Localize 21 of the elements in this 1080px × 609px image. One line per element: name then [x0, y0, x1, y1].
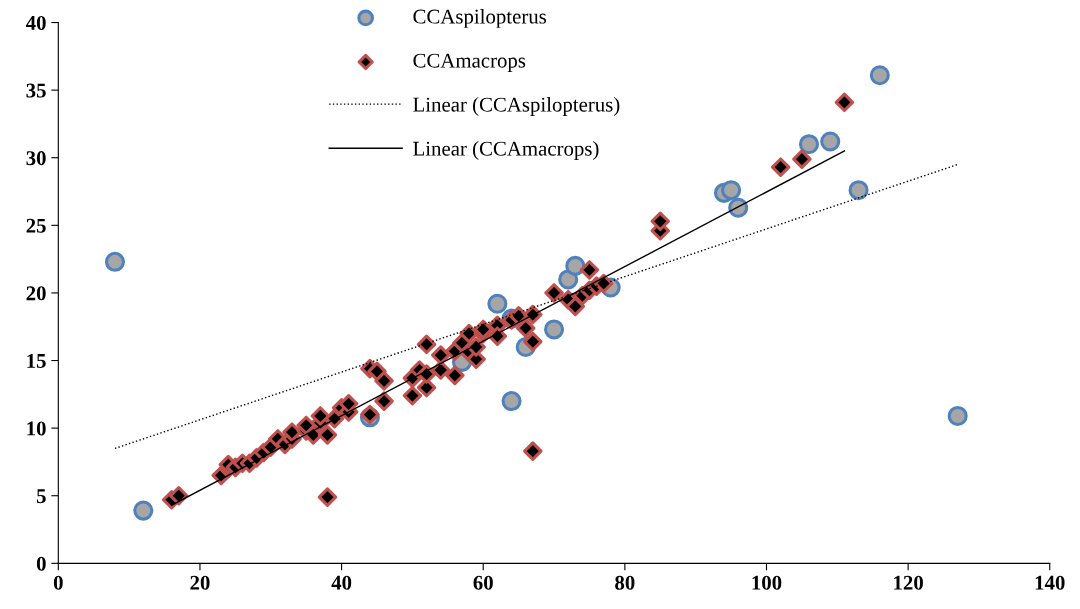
y-tick-label: 10: [27, 421, 46, 436]
legend-label: Linear (CCAspilopterus): [413, 97, 620, 116]
x-tick-label: 80: [615, 575, 635, 590]
x-tick-label: 20: [190, 575, 210, 590]
legend-label: Linear (CCAmacrops): [413, 141, 599, 160]
x-tick-label: 140: [1035, 575, 1065, 590]
legend-label: CCAspilopterus: [413, 8, 547, 28]
legend-label: CCAmacrops: [413, 53, 526, 72]
y-tick-label: 15: [27, 354, 46, 368]
x-tick-label: 40: [331, 575, 352, 590]
y-tick-label: 40: [25, 15, 46, 30]
x-tick-label: 0: [53, 575, 63, 590]
y-tick-label: 30: [26, 151, 46, 166]
x-tick-label: 100: [752, 575, 782, 590]
y-tick-label: 0: [36, 556, 46, 571]
y-tick-label: 25: [26, 218, 46, 233]
y-tick-label: 35: [26, 83, 46, 98]
y-tick-label: 5: [36, 489, 46, 504]
x-tick-label: 120: [894, 575, 923, 590]
x-tick-label: 60: [473, 575, 493, 590]
y-tick-label: 20: [26, 286, 46, 301]
